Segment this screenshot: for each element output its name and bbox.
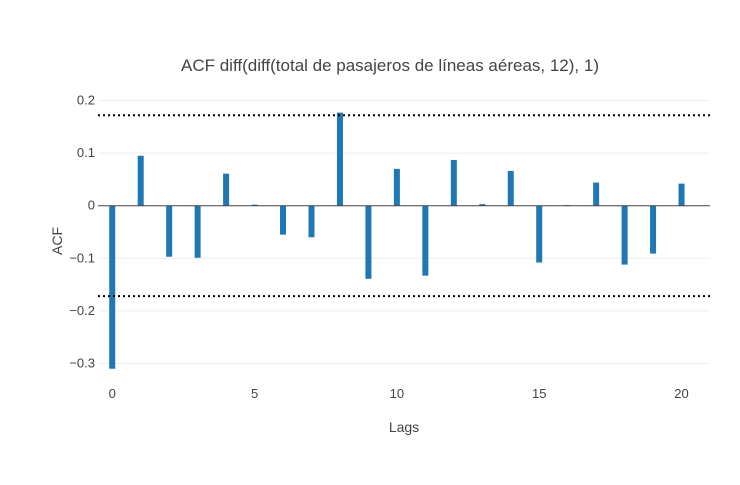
acf-bar	[450, 159, 457, 206]
acf-bar	[137, 155, 144, 206]
acf-bar	[109, 205, 116, 369]
acf-bar	[422, 205, 429, 276]
acf-bar	[365, 205, 372, 279]
acf-bars	[109, 112, 685, 369]
y-tick-labels: −0.3 −0.2 −0.1 0 0.1 0.2	[69, 93, 95, 371]
y-tick-label: 0	[88, 198, 95, 213]
chart-title: ACF diff(diff(total de pasajeros de líne…	[181, 56, 599, 75]
acf-bar	[650, 205, 657, 254]
acf-bar	[479, 204, 486, 206]
acf-bar	[507, 170, 514, 206]
y-tick-label: 0.2	[77, 93, 95, 108]
x-tick-label: 5	[251, 386, 258, 401]
acf-bar	[593, 182, 600, 206]
acf-bar	[621, 205, 628, 265]
acf-bar	[223, 173, 230, 206]
acf-bar	[166, 205, 173, 257]
y-tick-label: −0.3	[69, 355, 95, 370]
acf-bar	[308, 205, 315, 238]
x-tick-label: 15	[532, 386, 546, 401]
y-axis-label: ACF	[49, 227, 65, 255]
acf-bar	[678, 183, 685, 206]
y-tick-label: −0.2	[69, 303, 95, 318]
acf-bar	[336, 112, 343, 206]
acf-bar	[251, 204, 258, 206]
acf-bar	[536, 205, 543, 263]
x-tick-label: 0	[109, 386, 116, 401]
x-axis-label: Lags	[389, 419, 419, 435]
y-tick-label: 0.1	[77, 145, 95, 160]
acf-bar	[393, 168, 400, 206]
acf-bar	[194, 205, 201, 258]
x-tick-labels: 0 5 10 15 20	[109, 386, 689, 401]
x-tick-label: 20	[674, 386, 688, 401]
x-tick-label: 10	[390, 386, 404, 401]
acf-bar	[280, 205, 287, 235]
grid-lines	[98, 100, 710, 364]
y-tick-label: −0.1	[69, 250, 95, 265]
confidence-bounds	[98, 114, 710, 298]
